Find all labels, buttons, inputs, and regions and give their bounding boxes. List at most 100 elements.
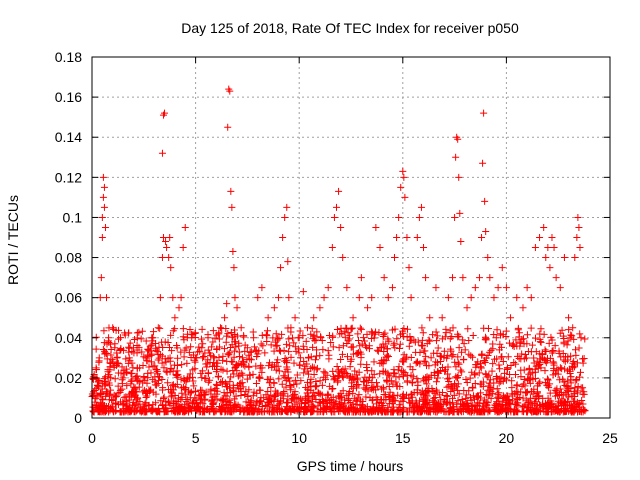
data-point	[335, 404, 343, 412]
data-point	[478, 350, 486, 358]
data-point	[494, 284, 502, 292]
x-tick-label: 5	[192, 430, 200, 446]
data-point	[167, 331, 175, 339]
data-point	[210, 353, 218, 361]
data-point	[529, 390, 537, 398]
data-point	[213, 381, 221, 389]
data-point	[477, 389, 485, 397]
data-point	[335, 344, 343, 352]
data-point	[111, 399, 119, 407]
data-point	[380, 357, 388, 365]
data-point	[241, 362, 249, 370]
data-point	[273, 336, 281, 344]
data-point	[419, 395, 427, 403]
data-point	[364, 304, 372, 312]
data-point	[261, 401, 269, 409]
data-point	[475, 369, 483, 377]
data-point	[530, 354, 538, 362]
data-point	[256, 397, 264, 405]
data-point	[98, 400, 106, 408]
data-point	[517, 366, 525, 374]
data-point	[198, 367, 206, 375]
data-point	[545, 339, 553, 347]
data-point	[174, 354, 182, 362]
axis-ticks: 0 0.02 0.04 0.06 0.08 0.1 0.12 0.14 0.16 0.18 0 5 10…	[55, 49, 618, 446]
data-point	[420, 400, 428, 408]
data-point	[329, 408, 337, 416]
plot-frame	[91, 56, 611, 419]
data-point	[458, 396, 466, 404]
data-point	[103, 340, 111, 348]
data-point	[156, 294, 164, 302]
data-point	[388, 400, 396, 408]
data-point	[131, 393, 139, 401]
data-point	[344, 353, 352, 361]
data-point	[312, 356, 320, 364]
data-point	[243, 344, 251, 352]
data-point	[293, 380, 301, 388]
data-point	[122, 368, 130, 376]
data-point	[325, 331, 333, 339]
data-point	[410, 403, 418, 411]
data-point	[513, 381, 521, 389]
data-point	[224, 397, 232, 405]
data-point	[218, 324, 226, 332]
data-point	[165, 343, 173, 351]
data-point	[575, 344, 583, 352]
data-point	[317, 334, 325, 342]
data-point	[211, 386, 219, 394]
data-point	[230, 370, 238, 378]
data-point	[454, 353, 462, 361]
data-point	[229, 366, 237, 374]
data-point	[139, 379, 147, 387]
data-point	[329, 343, 337, 351]
data-point	[149, 376, 157, 384]
data-point	[467, 396, 475, 404]
data-point	[137, 408, 145, 416]
data-point	[513, 342, 521, 350]
data-point	[431, 401, 439, 409]
data-point	[344, 405, 352, 413]
data-point	[470, 370, 478, 378]
data-point	[385, 337, 393, 345]
data-point	[540, 223, 548, 231]
data-point	[412, 348, 420, 356]
data-point	[127, 380, 135, 388]
data-point	[434, 344, 442, 352]
data-point	[462, 395, 470, 403]
data-point	[125, 354, 133, 362]
data-point	[249, 392, 257, 400]
data-point	[131, 408, 139, 416]
data-point	[330, 401, 338, 409]
data-point	[440, 353, 448, 361]
data-point	[576, 373, 584, 381]
data-point	[576, 244, 584, 252]
data-point	[479, 159, 487, 167]
data-point	[137, 335, 145, 343]
data-point	[210, 359, 218, 367]
data-point	[360, 337, 368, 345]
data-point	[149, 406, 157, 414]
data-point	[169, 294, 177, 302]
data-point	[430, 369, 438, 377]
data-point	[245, 351, 253, 359]
data-point	[302, 337, 310, 345]
data-point	[364, 408, 372, 416]
data-point	[470, 392, 478, 400]
data-point	[528, 399, 536, 407]
data-point	[572, 377, 580, 385]
data-point	[458, 336, 466, 344]
data-point	[556, 329, 564, 337]
data-point	[528, 341, 536, 349]
data-point	[519, 335, 527, 343]
data-point	[576, 330, 584, 338]
data-point	[303, 378, 311, 386]
data-point	[212, 380, 220, 388]
data-point	[533, 393, 541, 401]
data-point	[256, 386, 264, 394]
data-point	[224, 404, 232, 412]
data-point	[344, 371, 352, 379]
data-point	[466, 374, 474, 382]
data-point	[316, 377, 324, 385]
data-point	[450, 386, 458, 394]
